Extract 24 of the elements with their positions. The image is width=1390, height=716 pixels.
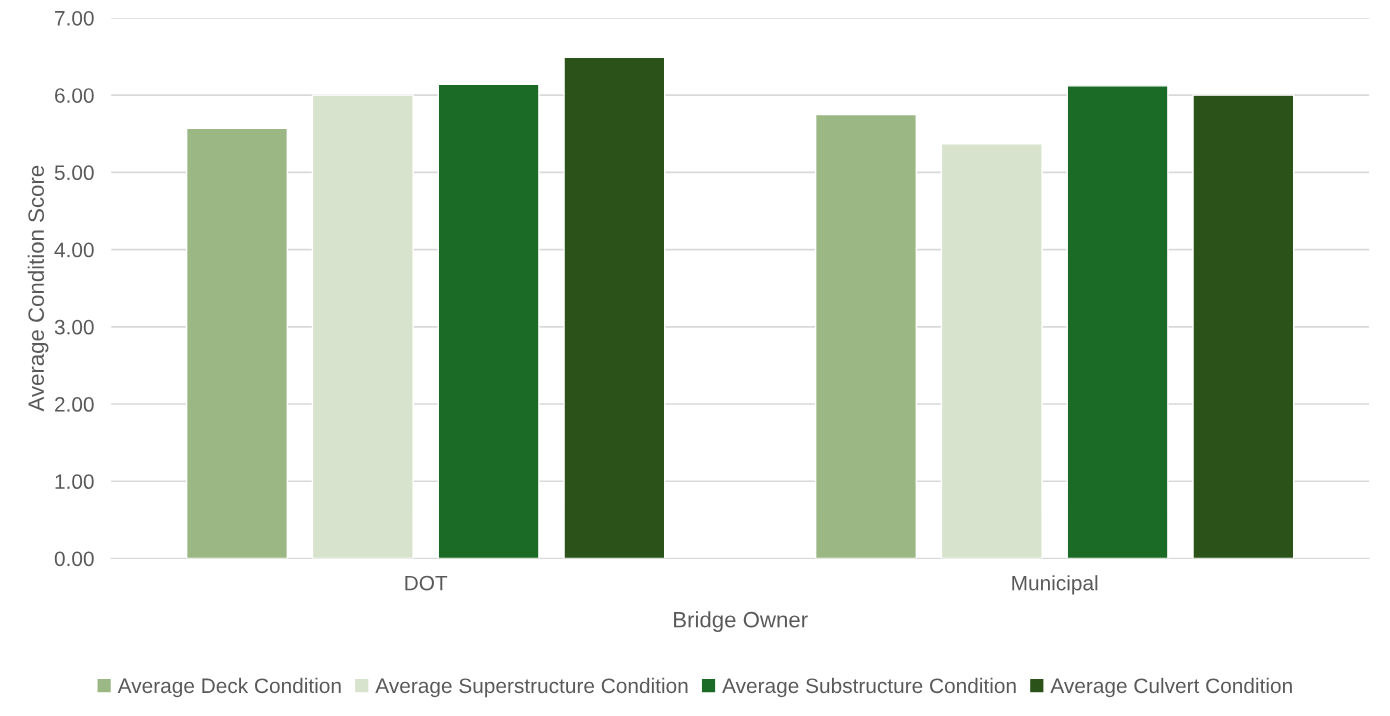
x-tick-label: DOT — [405, 575, 448, 591]
y-tick-label: 7.00 — [55, 10, 94, 26]
x-axis-title: Bridge Owner — [674, 611, 808, 632]
y-tick-label: 6.00 — [55, 88, 94, 103]
y-tick-label: 5.00 — [54, 165, 94, 181]
legend-label: Average Deck Condition — [117, 677, 341, 698]
bar — [311, 94, 414, 559]
legend-label: Average Culvert Condition — [1050, 677, 1292, 698]
legend-label: Average Substructure Condition — [722, 677, 1016, 698]
y-tick-label: 2.00 — [55, 397, 94, 412]
bar — [1066, 85, 1169, 559]
y-tick-label: 3.00 — [54, 319, 94, 335]
bar — [185, 127, 289, 559]
y-tick-label: 1.00 — [55, 474, 94, 490]
bar — [940, 143, 1043, 559]
bar — [1192, 94, 1295, 559]
x-tick-label: Municipal — [1012, 575, 1098, 595]
y-tick-label: 4.00 — [54, 242, 94, 258]
y-axis-title: Average Condition Score — [27, 165, 49, 412]
legend-label: Average Superstructure Condition — [375, 677, 688, 698]
bar — [437, 83, 540, 559]
bar — [563, 56, 666, 559]
y-tick-label: 0.00 — [54, 551, 94, 567]
bar — [814, 113, 917, 559]
